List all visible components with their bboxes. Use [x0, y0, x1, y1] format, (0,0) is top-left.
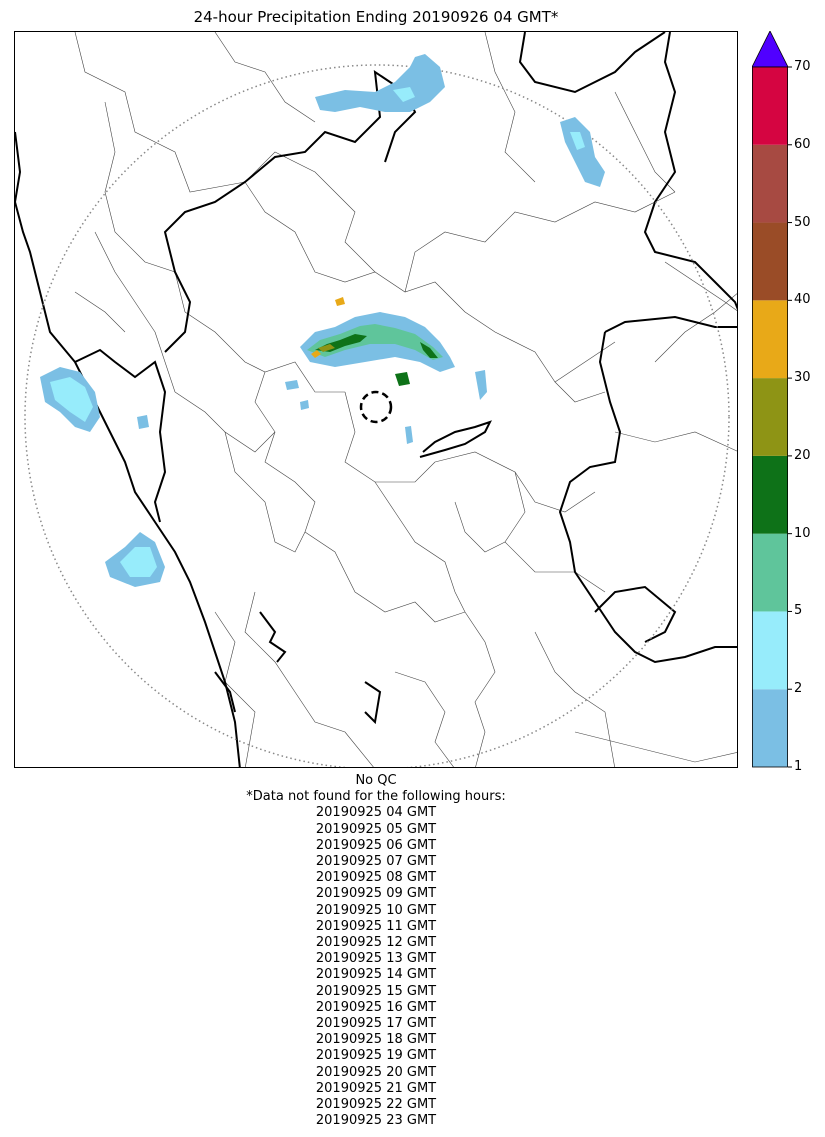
- missing-hour-item: 20190925 18 GMT: [315, 1032, 437, 1048]
- state-boundaries: [15, 32, 737, 767]
- missing-hour-item: 20190925 10 GMT: [315, 902, 437, 918]
- colorbar-tick-label: 5: [794, 603, 803, 619]
- missing-hour-item: 20190925 11 GMT: [315, 918, 437, 934]
- missing-hours-list: 20190925 04 GMT 20190925 05 GMT 20190925 0…: [14, 805, 738, 1129]
- colorbar-segment: [752, 533, 788, 612]
- precipitation-cells: [40, 54, 605, 587]
- missing-hour-item: 20190925 09 GMT: [315, 886, 437, 902]
- colorbar-tick-label: 20: [794, 447, 811, 463]
- missing-hour-item: 20190925 17 GMT: [315, 1016, 437, 1032]
- colorbar-segment: [752, 455, 788, 534]
- precip-cell-southwest-core: [120, 547, 157, 577]
- colorbar: 1 2 5 10 20 30 40 50 60 70: [752, 31, 822, 774]
- colorbar-tick-label: 60: [794, 136, 811, 152]
- missing-hour-item: 20190925 16 GMT: [315, 999, 437, 1015]
- radar-site-marker: [359, 390, 393, 424]
- missing-hour-item: 20190925 22 GMT: [315, 1097, 437, 1113]
- colorbar-tick-label: 10: [794, 525, 811, 541]
- colorbar-tick-label: 30: [794, 370, 811, 386]
- colorbar-tick-label: 50: [794, 214, 811, 230]
- precip-cell-north: [315, 54, 445, 112]
- missing-hour-item: 20190925 07 GMT: [315, 854, 437, 870]
- colorbar-tick-label: 40: [794, 292, 811, 308]
- precipitation-map[interactable]: [14, 31, 738, 768]
- precip-band-central-green: [307, 324, 443, 360]
- precip-band-central-orange-2: [335, 297, 345, 306]
- missing-hour-item: 20190925 19 GMT: [315, 1048, 437, 1064]
- precip-cell-small: [137, 415, 149, 429]
- colorbar-segment: [752, 67, 788, 145]
- missing-hour-item: 20190925 12 GMT: [315, 935, 437, 951]
- range-ring: [24, 64, 730, 767]
- precip-cell-northeast: [560, 117, 605, 187]
- map-canvas: [15, 32, 737, 767]
- qc-note: No QC: [355, 773, 397, 788]
- missing-hour-item: 20190925 06 GMT: [315, 837, 437, 853]
- precip-cell-northeast-core: [570, 132, 585, 150]
- precip-band-central-olive: [318, 344, 335, 352]
- missing-hour-item: 20190925 15 GMT: [315, 983, 437, 999]
- colorbar-segment: [752, 222, 788, 301]
- missing-hour-item: 20190925 05 GMT: [315, 821, 437, 837]
- chart-title: 24-hour Precipitation Ending 20190926 04…: [193, 8, 559, 26]
- colorbar-extend-arrow: [752, 31, 789, 68]
- precip-band-central-dark-east: [420, 342, 438, 358]
- notes-block: No QC *Data not found for the following …: [14, 773, 738, 1129]
- missing-header: *Data not found for the following hours:: [246, 789, 506, 805]
- precip-cell-west-coast-core: [50, 377, 93, 422]
- colorbar-segment: [752, 378, 788, 456]
- colorbar-segment: [752, 611, 788, 690]
- missing-hour-item: 20190925 04 GMT: [315, 805, 437, 821]
- colorbar-frame: [752, 66, 788, 768]
- missing-hour-item: 20190925 14 GMT: [315, 967, 437, 983]
- precip-cell-central-south: [395, 372, 410, 386]
- colorbar-tick-label: 2: [794, 681, 803, 697]
- colorbar-svg: [752, 31, 792, 768]
- colorbar-segment: [752, 300, 788, 379]
- precip-cells-scatter: [285, 380, 413, 444]
- district-boundaries: [74, 32, 737, 767]
- precip-cell-east: [475, 370, 487, 400]
- missing-hour-item: 20190925 23 GMT: [315, 1113, 437, 1129]
- colorbar-segment: [752, 144, 788, 223]
- precip-band-central-orange: [311, 350, 321, 358]
- colorbar-tick-label: 1: [794, 759, 803, 774]
- missing-hour-item: 20190925 13 GMT: [315, 951, 437, 967]
- colorbar-tick-label: 70: [794, 59, 811, 74]
- colorbar-segment: [752, 689, 788, 767]
- missing-hour-item: 20190925 08 GMT: [315, 870, 437, 886]
- missing-hour-item: 20190925 20 GMT: [315, 1064, 437, 1080]
- precip-cell-north-core: [393, 87, 415, 102]
- missing-hour-item: 20190925 21 GMT: [315, 1080, 437, 1096]
